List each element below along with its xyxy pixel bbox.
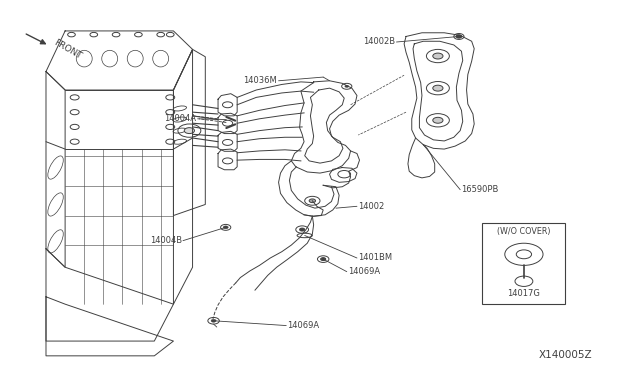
Circle shape xyxy=(456,35,462,38)
Text: 1401BM: 1401BM xyxy=(358,253,392,263)
Text: 14036M: 14036M xyxy=(243,76,276,84)
Text: 14069A: 14069A xyxy=(287,321,319,330)
Circle shape xyxy=(300,228,305,231)
Circle shape xyxy=(211,319,216,322)
Circle shape xyxy=(456,35,461,38)
Circle shape xyxy=(321,258,325,260)
Text: 14017G: 14017G xyxy=(508,289,540,298)
Circle shape xyxy=(345,85,349,87)
Text: 14004A: 14004A xyxy=(164,114,196,123)
Circle shape xyxy=(433,85,443,91)
Circle shape xyxy=(309,199,316,203)
Text: FRONT: FRONT xyxy=(52,38,83,61)
Text: 14004B: 14004B xyxy=(150,236,182,245)
Text: 14002B: 14002B xyxy=(363,37,395,46)
Ellipse shape xyxy=(297,233,312,238)
Text: X140005Z: X140005Z xyxy=(538,350,592,360)
Circle shape xyxy=(321,258,326,260)
Circle shape xyxy=(223,226,228,229)
Circle shape xyxy=(433,53,443,59)
Text: (W/O COVER): (W/O COVER) xyxy=(497,227,550,235)
Bar xyxy=(483,223,565,304)
Circle shape xyxy=(184,128,195,134)
Circle shape xyxy=(433,117,443,123)
Text: 14002: 14002 xyxy=(358,202,385,211)
Text: 14069A: 14069A xyxy=(348,267,380,276)
Text: 16590PB: 16590PB xyxy=(461,185,499,194)
